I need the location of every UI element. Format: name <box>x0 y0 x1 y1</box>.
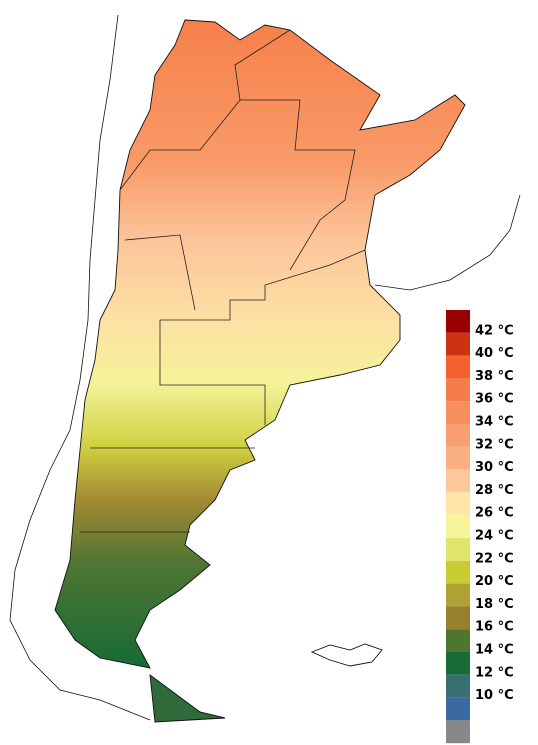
border <box>159 320 266 425</box>
legend-label: 32 °C <box>475 437 514 452</box>
legend-label: 14 °C <box>475 643 514 658</box>
border <box>124 234 196 311</box>
legend-swatch <box>446 355 470 379</box>
legend-label: 24 °C <box>475 529 514 544</box>
legend-swatch <box>446 652 470 675</box>
legend-swatch <box>446 515 470 538</box>
chile-outline <box>9 14 151 721</box>
legend-label: 28 °C <box>475 483 514 498</box>
province-borders <box>80 29 366 533</box>
legend-swatch <box>446 378 470 402</box>
border <box>160 249 366 321</box>
malvinas <box>310 643 383 667</box>
legend-label: 20 °C <box>475 574 514 589</box>
argentina <box>54 19 466 669</box>
legend-swatch <box>446 583 470 607</box>
legend-label: 34 °C <box>475 415 514 430</box>
legend-label: 42 °C <box>475 323 514 338</box>
legend-swatch <box>446 469 470 493</box>
legend-swatch <box>446 674 470 698</box>
legend-swatch <box>446 697 470 721</box>
legend-swatch <box>446 560 470 584</box>
legend-swatch <box>446 720 470 744</box>
border <box>119 99 356 271</box>
legend-swatch <box>446 538 470 561</box>
legend-label: 26 °C <box>475 506 514 521</box>
legend-label: 10 °C <box>475 688 514 703</box>
legend-swatch <box>446 492 470 516</box>
legend-label: 38 °C <box>475 369 514 384</box>
legend-swatch <box>446 424 470 447</box>
legend-swatch <box>446 310 470 333</box>
legend-swatch <box>446 629 470 652</box>
legend-label: 22 °C <box>475 551 514 566</box>
legend-swatch <box>446 332 470 356</box>
tierra-del-fuego <box>149 674 226 723</box>
legend-label: 40 °C <box>475 346 514 361</box>
legend-swatch <box>446 401 470 424</box>
legend-swatch <box>446 446 470 470</box>
uruguay-outline <box>374 194 521 291</box>
legend-label: 36 °C <box>475 392 514 407</box>
legend-label: 16 °C <box>475 620 514 635</box>
legend-label: 12 °C <box>475 665 514 680</box>
border <box>234 29 291 101</box>
legend-label: 18 °C <box>475 597 514 612</box>
legend-swatch <box>446 606 470 630</box>
legend-label: 30 °C <box>475 460 514 475</box>
